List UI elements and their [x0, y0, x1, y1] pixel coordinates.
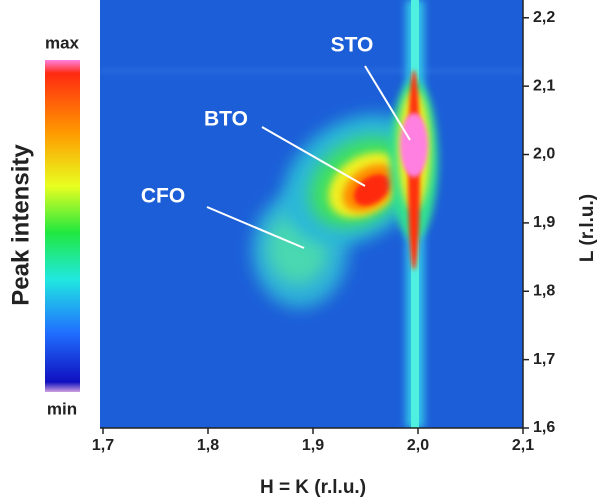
y-tick-label: 2,2 — [533, 9, 555, 26]
annotation: CFO — [141, 185, 185, 208]
x-tick-label: 1,7 — [92, 437, 114, 454]
colorbar-min: min — [47, 399, 77, 418]
annotation-pointer — [261, 126, 366, 187]
colorbar-max: max — [45, 33, 80, 52]
y-tick-label: 1,6 — [533, 419, 555, 436]
x-tick-label: 1,9 — [302, 437, 324, 454]
annotation: STO — [331, 34, 374, 57]
y-tick-label: 1,9 — [533, 214, 555, 231]
annotation: BTO — [204, 108, 248, 131]
x-axis-label: H = K (r.l.u.) — [260, 477, 366, 498]
x-tick-label: 1,8 — [197, 437, 219, 454]
x-tick-label: 2,1 — [512, 437, 534, 454]
y-tick-label: 2,0 — [533, 146, 555, 163]
y-tick-label: 1,8 — [533, 282, 555, 299]
y-axis-label: L (r.l.u.) — [577, 194, 598, 262]
annotation-pointer — [364, 65, 411, 141]
y-tick-label: 1,7 — [533, 351, 555, 368]
heatmap — [100, 0, 523, 428]
y-tick-label: 2,1 — [533, 77, 555, 94]
colorbar — [45, 60, 80, 392]
x-tick-label: 2,0 — [407, 437, 429, 454]
annotation-pointer — [206, 206, 305, 249]
colorbar-label: Peak intensity — [7, 144, 34, 306]
